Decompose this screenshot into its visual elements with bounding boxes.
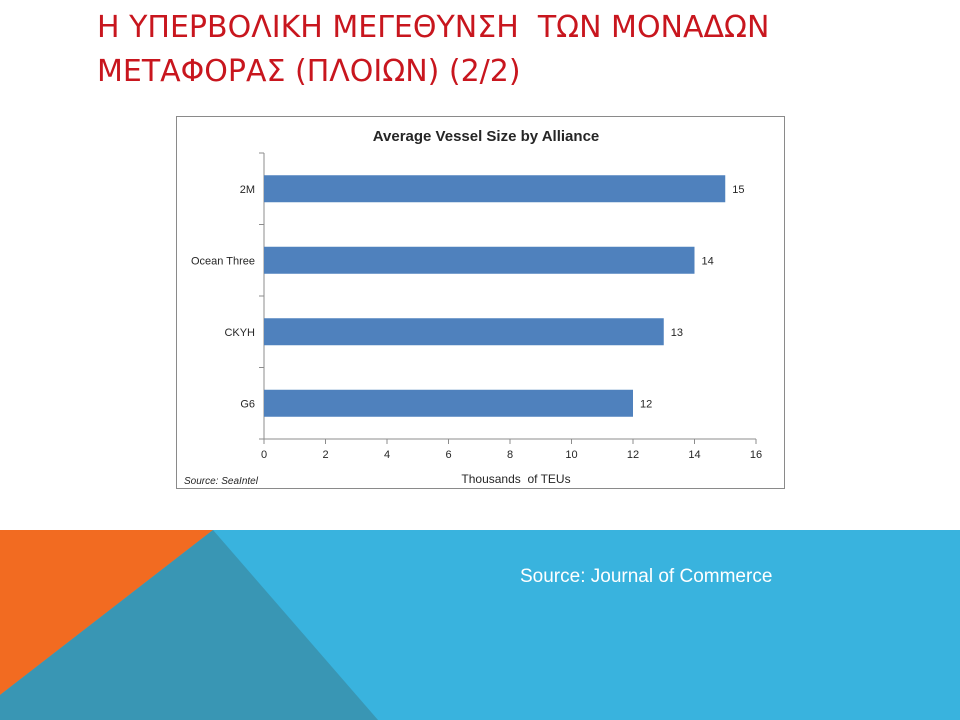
category-label: G6 bbox=[240, 398, 255, 410]
bar-g6 bbox=[264, 389, 633, 417]
category-label: 2M bbox=[240, 184, 255, 196]
chart-source-note: Source: SeaIntel bbox=[184, 476, 259, 487]
slide-title: Η ΥΠΕΡΒΟΛΙΚΗ ΜΕΓΕΘΥΝΣΗ ΤΩΝ ΜΟΝΑΔΩΝ ΜΕΤΑΦ… bbox=[97, 6, 937, 94]
x-tick-label: 0 bbox=[261, 449, 267, 461]
bar-ocean-three bbox=[264, 246, 695, 274]
decorative-band bbox=[0, 530, 960, 720]
bar-chart: Average Vessel Size by Alliance 15 14 13 12… bbox=[176, 116, 785, 489]
x-tick-label: 10 bbox=[565, 449, 577, 461]
bar-value-label: 14 bbox=[702, 255, 714, 267]
bars-layer: 15 14 13 12 bbox=[264, 175, 745, 417]
x-tick-label: 12 bbox=[627, 449, 639, 461]
x-tick-label: 16 bbox=[750, 449, 762, 461]
x-axis-title: Thousands of TEUs bbox=[461, 472, 570, 486]
slide-title-line-1: Η ΥΠΕΡΒΟΛΙΚΗ ΜΕΓΕΘΥΝΣΗ ΤΩΝ ΜΟΝΑΔΩΝ bbox=[97, 10, 770, 45]
x-tick-label: 2 bbox=[322, 449, 328, 461]
slide-title-line-2: ΜΕΤΑΦΟΡΑΣ (ΠΛΟΙΩΝ) (2/2) bbox=[97, 54, 521, 89]
bar-chart-canvas: Average Vessel Size by Alliance 15 14 13 12… bbox=[184, 128, 762, 487]
ticks-layer: 2M Ocean Three CKYH G6 0 2 4 6 8 10 12 14 16 bbox=[191, 152, 762, 461]
category-label: CKYH bbox=[224, 327, 255, 339]
bar-2m bbox=[264, 175, 726, 203]
x-tick-label: 4 bbox=[384, 449, 390, 461]
bar-value-label: 13 bbox=[671, 327, 683, 339]
x-tick-label: 8 bbox=[507, 449, 513, 461]
chart-title: Average Vessel Size by Alliance bbox=[373, 128, 600, 145]
band-teal-triangle bbox=[0, 530, 378, 720]
x-tick-label: 14 bbox=[688, 449, 700, 461]
bar-value-label: 12 bbox=[640, 398, 652, 410]
category-label: Ocean Three bbox=[191, 255, 255, 267]
bar-value-label: 15 bbox=[732, 184, 744, 196]
source-caption: Source: Journal of Commerce bbox=[520, 566, 773, 587]
x-tick-label: 6 bbox=[445, 449, 451, 461]
bar-ckyh bbox=[264, 318, 664, 346]
